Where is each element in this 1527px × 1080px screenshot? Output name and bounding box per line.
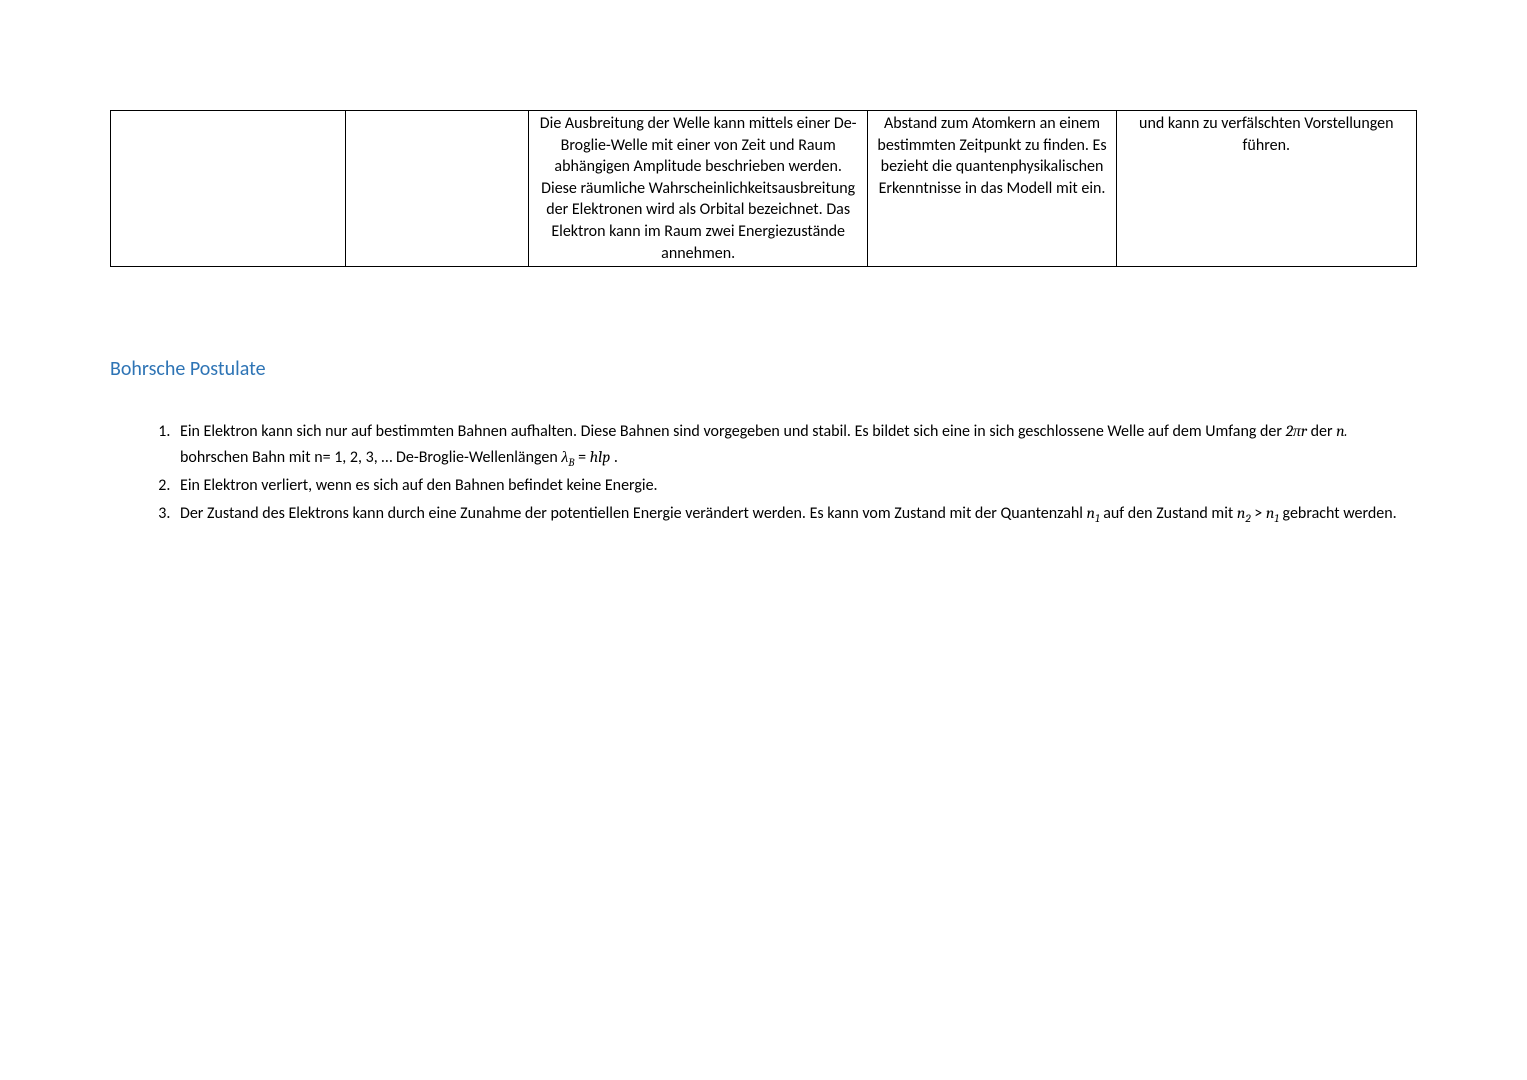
document-page: Die Ausbreitung der Welle kann mittels e…: [0, 0, 1527, 528]
section-heading: Bohrsche Postulate: [110, 357, 1417, 381]
postulate-text: Der Zustand des Elektrons kann durch ein…: [180, 504, 1087, 523]
postulate-text: gebracht werden.: [1279, 504, 1397, 523]
list-item: Ein Elektron kann sich nur auf bestimmte…: [174, 419, 1417, 472]
math-equals: =: [574, 448, 589, 467]
list-item: Ein Elektron verliert, wenn es sich auf …: [174, 474, 1417, 499]
list-item: Der Zustand des Elektrons kann durch ein…: [174, 501, 1417, 528]
postulate-text: .: [610, 448, 618, 467]
content-table: Die Ausbreitung der Welle kann mittels e…: [110, 110, 1417, 267]
table-row: Die Ausbreitung der Welle kann mittels e…: [111, 111, 1417, 267]
table-cell-3: Die Ausbreitung der Welle kann mittels e…: [528, 111, 868, 267]
postulate-text: der: [1307, 422, 1336, 441]
math-expression: hlp: [590, 448, 611, 466]
math-variable: n.: [1336, 422, 1347, 440]
math-gt: >: [1251, 504, 1266, 523]
table-cell-5: und kann zu verfälschten Vorstellungen f…: [1116, 111, 1416, 267]
math-expression: 2πr: [1286, 422, 1307, 440]
math-variable: n: [1087, 504, 1096, 522]
postulate-text: Ein Elektron kann sich nur auf bestimmte…: [180, 422, 1286, 441]
postulate-text: Ein Elektron verliert, wenn es sich auf …: [180, 476, 658, 495]
table-cell-4: Abstand zum Atomkern an einem bestimmten…: [868, 111, 1116, 267]
table-cell-2: [346, 111, 529, 267]
postulate-text: auf den Zustand mit: [1100, 504, 1237, 523]
table-cell-1: [111, 111, 346, 267]
postulate-text: bohrschen Bahn mit n= 1, 2, 3, … De-Brog…: [180, 448, 561, 467]
postulate-list: Ein Elektron kann sich nur auf bestimmte…: [110, 419, 1417, 528]
